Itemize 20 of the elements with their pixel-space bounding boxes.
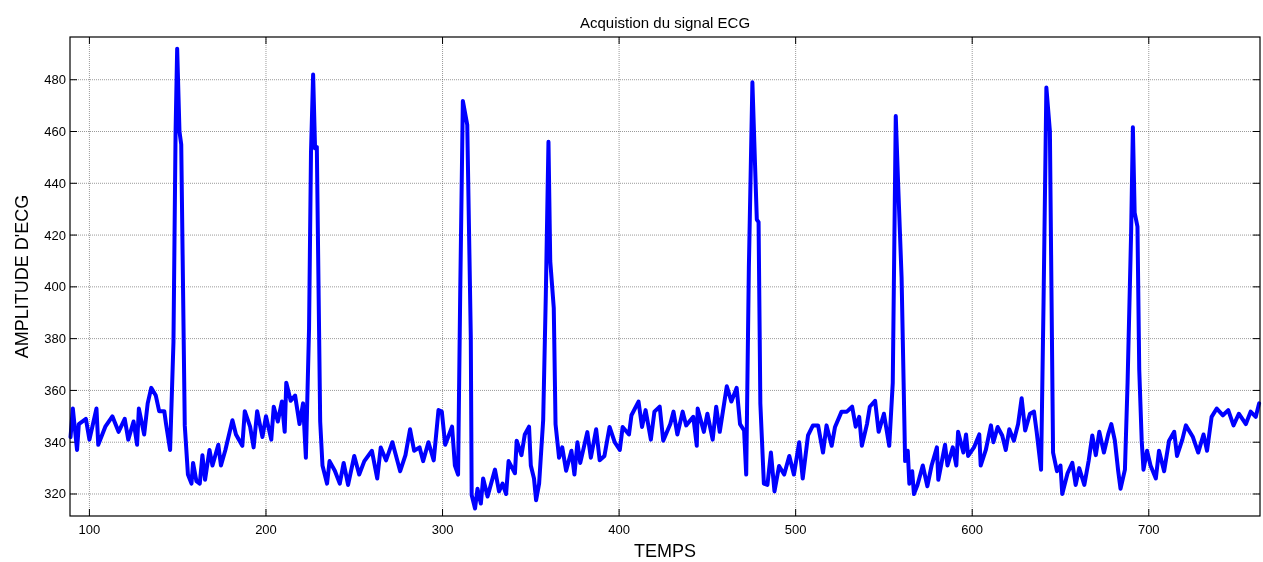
x-tick-label: 700 [1137, 522, 1160, 537]
x-tick-label: 400 [608, 522, 630, 537]
y-tick-label: 340 [44, 434, 66, 450]
y-tick-label: 380 [44, 331, 66, 347]
y-tick-label: 480 [44, 72, 66, 88]
y-tick-label: 420 [44, 227, 66, 243]
y-tick-label: 360 [44, 382, 66, 398]
y-tick-label: 400 [44, 279, 66, 295]
x-tick-label: 600 [961, 522, 984, 537]
x-tick-label: 200 [255, 522, 277, 537]
y-tick-label: 460 [44, 124, 66, 140]
chart-title: Acquistion du signal ECG [579, 14, 751, 31]
x-tick-label: 500 [784, 522, 807, 537]
x-axis-title: TEMPS [633, 541, 697, 561]
y-axis-title: AMPLITUDE D'ECG [12, 194, 32, 359]
y-tick-label: 440 [44, 175, 66, 191]
y-tick-label: 320 [44, 486, 66, 502]
x-tick-label: 100 [78, 522, 101, 537]
line-series [68, 46, 1262, 511]
x-tick-label: 300 [431, 522, 454, 537]
